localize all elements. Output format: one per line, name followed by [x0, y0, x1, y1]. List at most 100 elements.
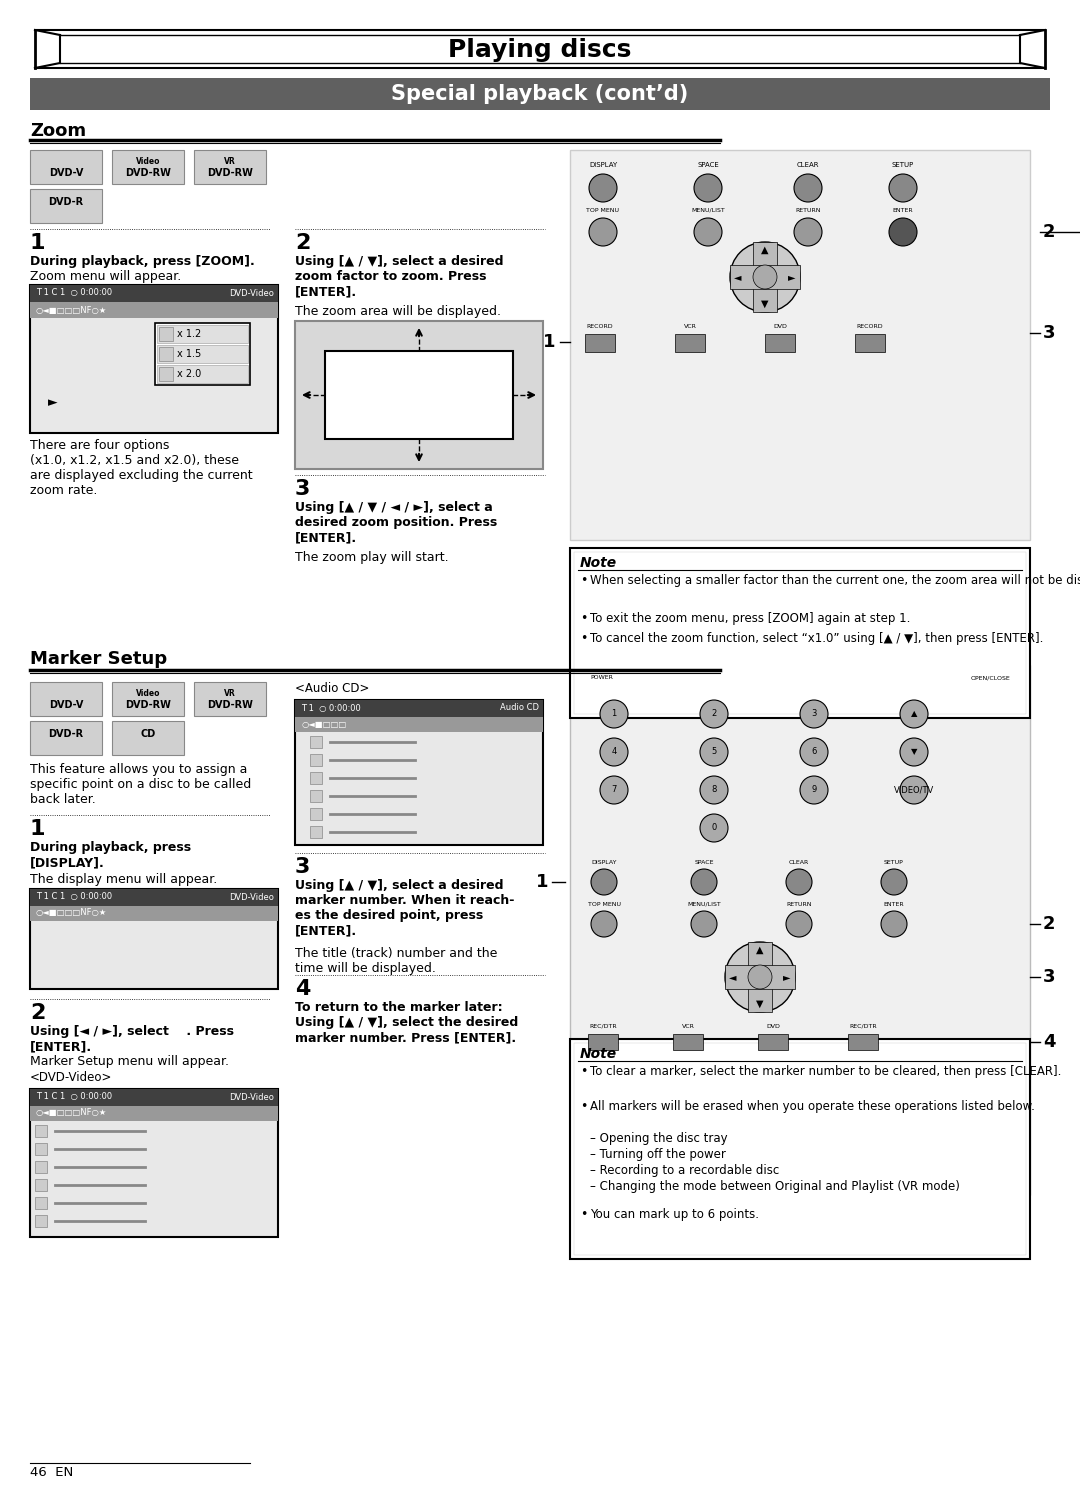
Text: •: •: [580, 1208, 588, 1221]
Text: DVD-V: DVD-V: [49, 168, 83, 177]
Text: ▲: ▲: [910, 710, 917, 719]
Text: ○◄■□□□NF○★: ○◄■□□□NF○★: [36, 908, 107, 917]
Bar: [30, 889, 278, 907]
Text: Using [▲ / ▼], select a desired
marker number. When it reach-
es the desired poi: Using [▲ / ▼], select a desired marker n…: [295, 880, 514, 936]
Bar: [112, 151, 184, 183]
Text: Zoom: Zoom: [30, 122, 86, 140]
Bar: [30, 1106, 278, 1121]
Bar: [295, 699, 543, 717]
Text: DVD-R: DVD-R: [49, 729, 83, 740]
Bar: [748, 942, 772, 1012]
Text: – Changing the mode between Original and Playlist (VR mode): – Changing the mode between Original and…: [590, 1179, 960, 1193]
Text: 4: 4: [1043, 1033, 1055, 1051]
Text: 8: 8: [712, 786, 717, 795]
Text: ▼: ▼: [756, 999, 764, 1009]
Text: REC/DTR: REC/DTR: [849, 1024, 877, 1029]
Circle shape: [794, 174, 822, 201]
Bar: [30, 303, 278, 318]
Circle shape: [900, 699, 928, 728]
Circle shape: [591, 869, 617, 895]
Circle shape: [748, 965, 772, 989]
Text: DVD-RW: DVD-RW: [207, 168, 253, 177]
Bar: [673, 1033, 703, 1050]
Text: SPACE: SPACE: [697, 163, 719, 168]
Circle shape: [889, 218, 917, 246]
Bar: [30, 285, 278, 303]
Text: POWER: POWER: [590, 675, 612, 680]
Bar: [325, 350, 513, 438]
Text: RETURN: RETURN: [786, 902, 812, 907]
Text: CLEAR: CLEAR: [797, 163, 820, 168]
Bar: [30, 1088, 278, 1106]
Text: RECORD: RECORD: [856, 324, 883, 330]
Text: Marker Setup menu will appear.: Marker Setup menu will appear.: [30, 1056, 229, 1068]
Bar: [310, 790, 322, 802]
Text: DVD-RW: DVD-RW: [125, 699, 171, 710]
Text: •: •: [580, 611, 588, 625]
Text: ▲: ▲: [761, 245, 769, 255]
Text: All markers will be erased when you operate these operations listed below.: All markers will be erased when you oper…: [590, 1100, 1035, 1112]
Text: 3: 3: [1043, 968, 1055, 986]
Text: DVD: DVD: [773, 324, 787, 330]
Text: The title (track) number and the
time will be displayed.: The title (track) number and the time wi…: [295, 947, 498, 975]
Bar: [675, 334, 705, 352]
Text: TOP MENU: TOP MENU: [586, 209, 620, 213]
Bar: [573, 1044, 1026, 1255]
Circle shape: [800, 699, 828, 728]
Text: ○◄■□□□: ○◄■□□□: [301, 720, 347, 729]
Bar: [35, 1126, 48, 1138]
Bar: [194, 151, 266, 183]
Bar: [573, 552, 1026, 714]
Text: 3: 3: [1043, 324, 1055, 341]
Text: TOP MENU: TOP MENU: [588, 902, 621, 907]
Text: VIDEO/TV: VIDEO/TV: [894, 786, 934, 795]
Bar: [295, 717, 543, 732]
Text: ►: ►: [788, 271, 796, 282]
Text: DVD-R: DVD-R: [49, 197, 83, 207]
Text: x 1.5: x 1.5: [177, 349, 201, 359]
Text: x 1.2: x 1.2: [177, 330, 201, 338]
Text: VR: VR: [225, 689, 235, 698]
Circle shape: [800, 738, 828, 766]
Text: During playback, press [ZOOM].: During playback, press [ZOOM].: [30, 255, 255, 268]
Bar: [725, 965, 795, 989]
Bar: [30, 907, 278, 921]
Text: Note: Note: [580, 1047, 617, 1062]
Bar: [159, 327, 173, 341]
Text: 2: 2: [712, 710, 717, 719]
Bar: [159, 367, 173, 382]
Bar: [30, 78, 1050, 110]
Text: x 2.0: x 2.0: [177, 368, 201, 379]
Text: SETUP: SETUP: [892, 163, 914, 168]
Text: OPEN/CLOSE: OPEN/CLOSE: [970, 675, 1010, 680]
Circle shape: [900, 775, 928, 804]
Text: RETURN: RETURN: [795, 209, 821, 213]
Text: RECORD: RECORD: [586, 324, 613, 330]
Text: 1: 1: [30, 233, 45, 253]
Text: ►: ►: [783, 972, 791, 983]
Circle shape: [591, 911, 617, 936]
Bar: [310, 808, 322, 820]
Text: •: •: [580, 574, 588, 587]
Circle shape: [730, 242, 800, 312]
Bar: [30, 722, 102, 754]
Text: To return to the marker later:
Using [▲ / ▼], select the desired
marker number. : To return to the marker later: Using [▲ …: [295, 1000, 518, 1044]
Bar: [730, 265, 800, 289]
Bar: [157, 325, 248, 343]
Circle shape: [881, 869, 907, 895]
Text: DISPLAY: DISPLAY: [589, 163, 617, 168]
Text: 4: 4: [295, 980, 310, 999]
Bar: [588, 1033, 618, 1050]
Text: CLEAR: CLEAR: [788, 860, 809, 865]
Bar: [35, 1144, 48, 1156]
Text: Note: Note: [580, 556, 617, 570]
Text: – Recording to a recordable disc: – Recording to a recordable disc: [590, 1164, 780, 1176]
Circle shape: [589, 174, 617, 201]
Text: ENTER: ENTER: [883, 902, 904, 907]
Text: T 1 C 1  ○ 0:00:00: T 1 C 1 ○ 0:00:00: [36, 288, 112, 298]
Bar: [30, 285, 278, 432]
Text: DVD-Video: DVD-Video: [229, 288, 274, 298]
Text: ○◄■□□□NF○★: ○◄■□□□NF○★: [36, 1108, 107, 1117]
Bar: [585, 334, 615, 352]
Bar: [35, 1197, 48, 1209]
